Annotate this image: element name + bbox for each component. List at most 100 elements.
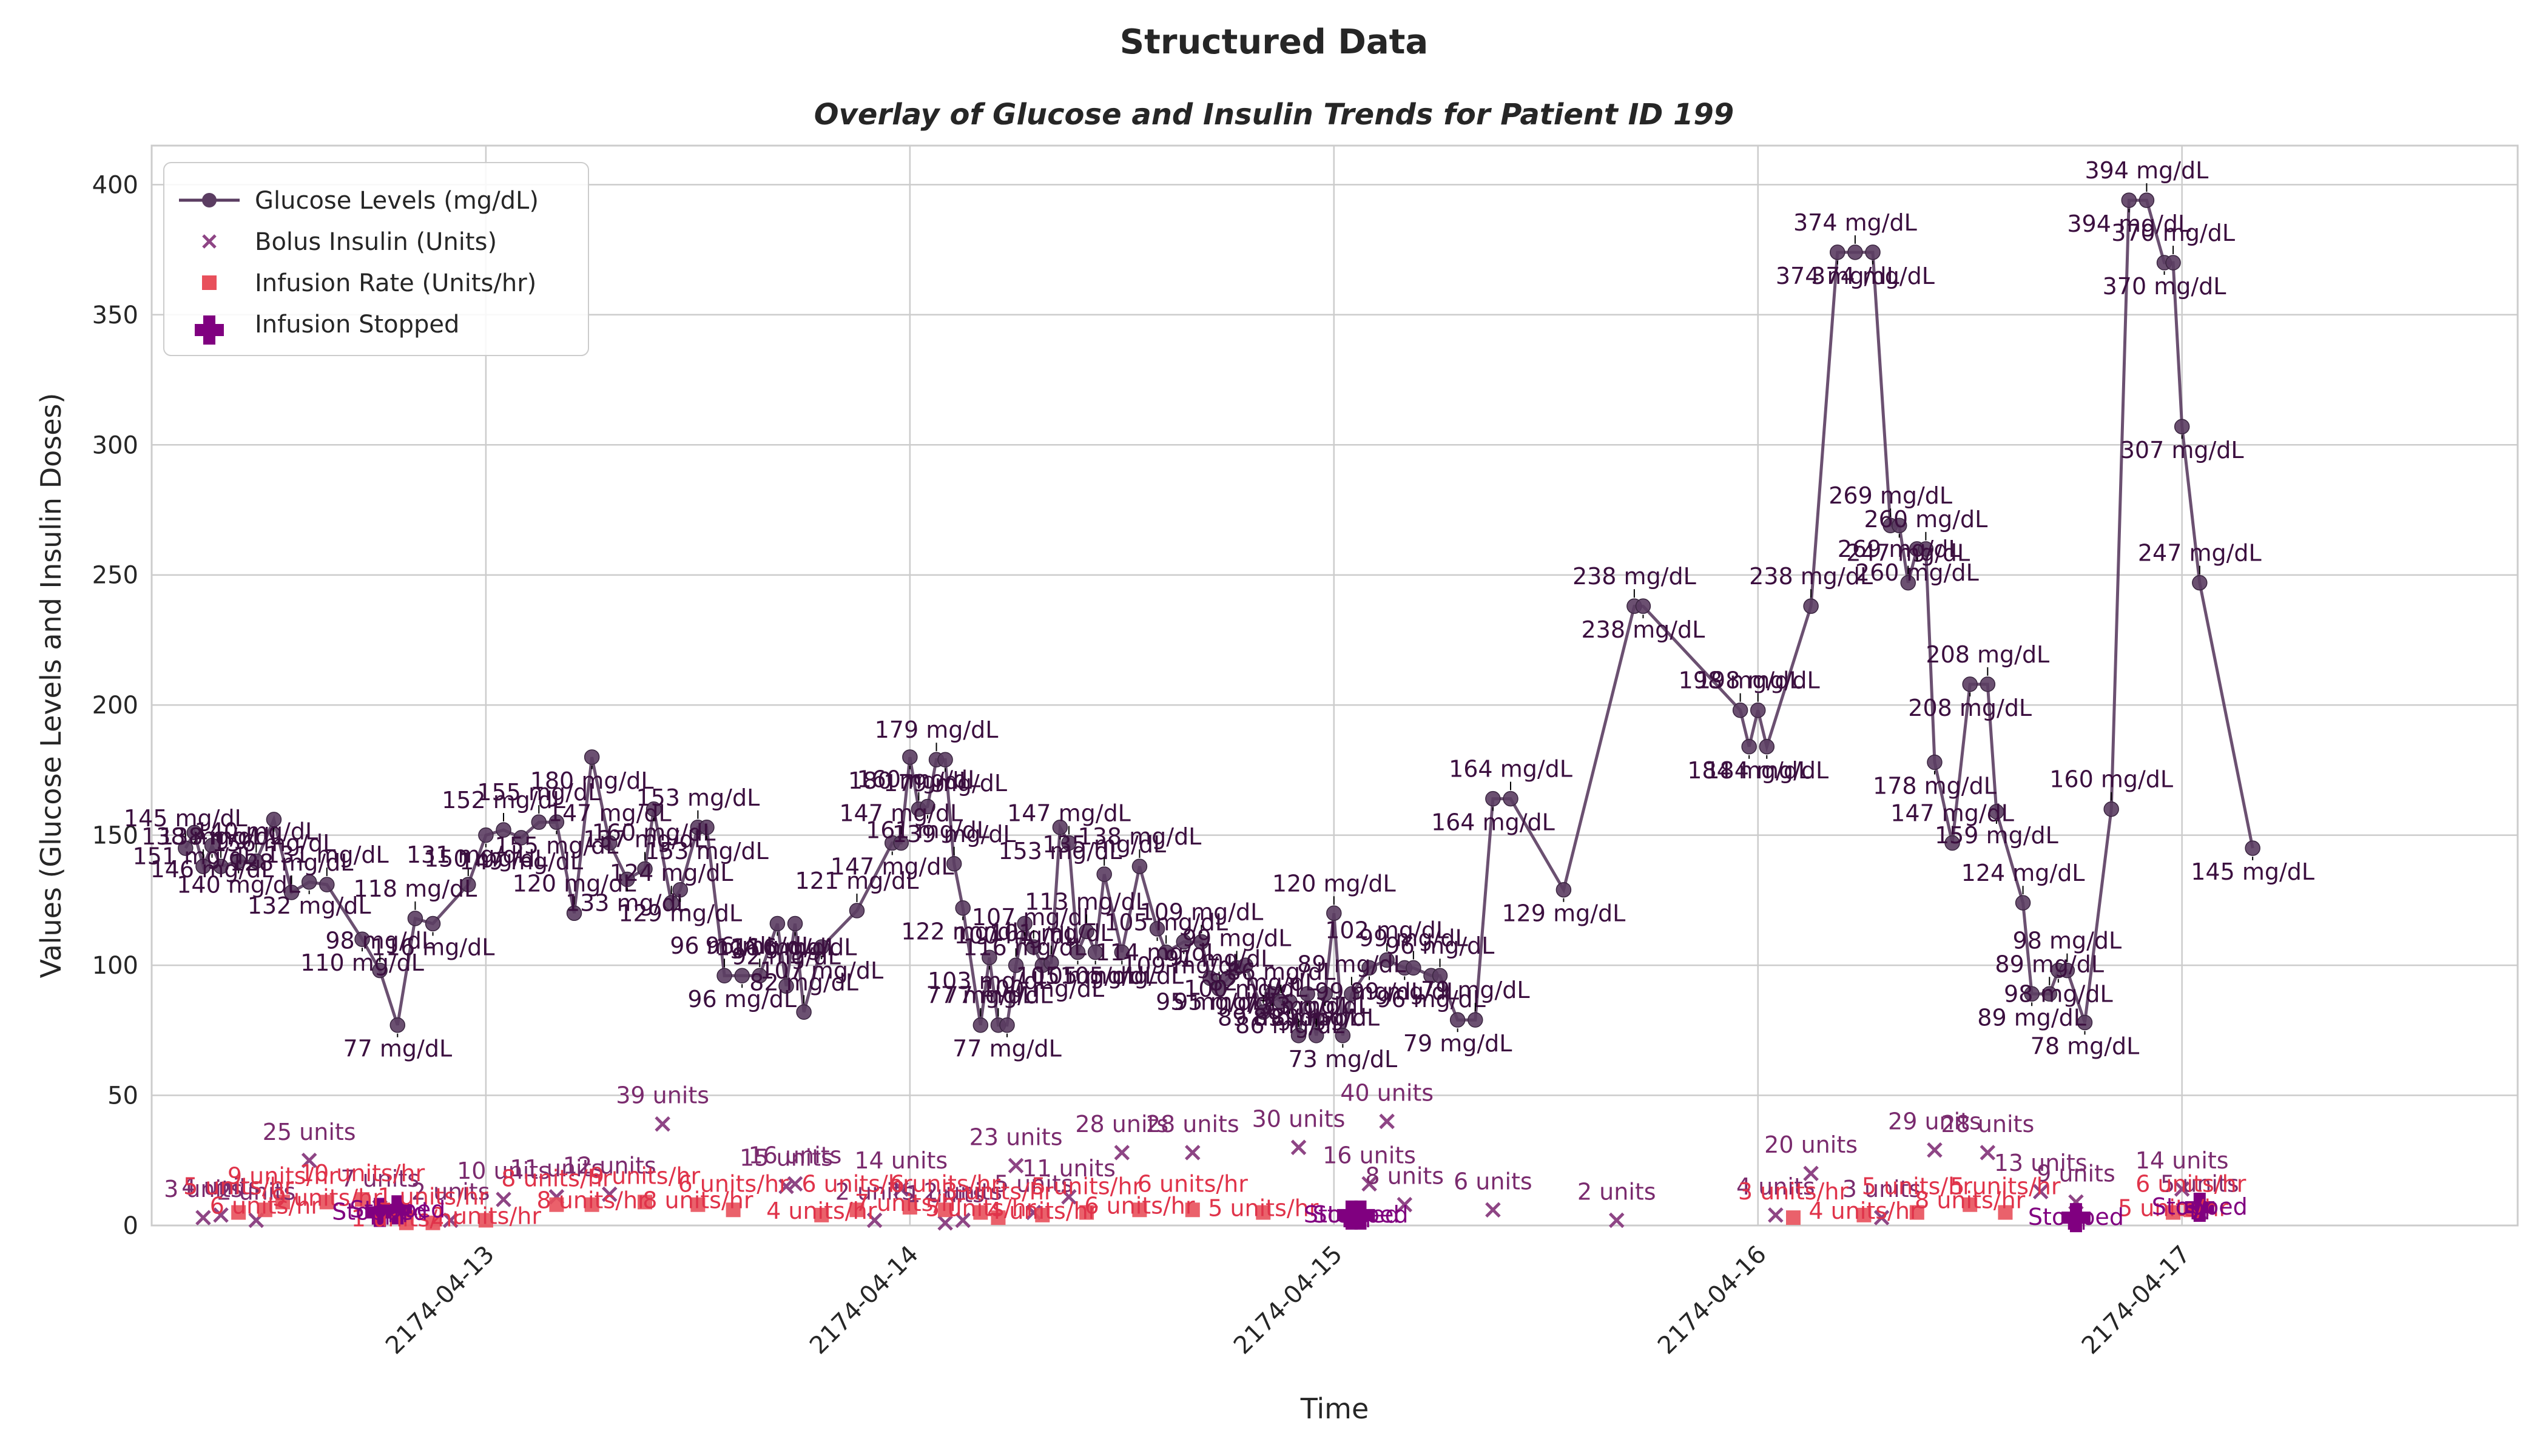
glucose-data-label: 394 mg/dL — [2085, 157, 2209, 184]
glucose-data-label: 91 mg/dL — [1165, 946, 1274, 972]
bolus-data-label: 16 units — [1323, 1142, 1416, 1168]
infusion-data-label: 5 units/hr — [2118, 1195, 2229, 1222]
glucose-data-label: 78 mg/dL — [2031, 1033, 2140, 1059]
infusion-data-label: 4 units/hr — [766, 1198, 877, 1224]
infusion-data-label: 1 units/hr — [351, 1205, 462, 1232]
bolus-data-label: 8 units — [1365, 1163, 1444, 1190]
glucose-point — [1017, 915, 1033, 932]
infusion-data-label: 7 units/hr — [855, 1190, 966, 1216]
glucose-point — [1847, 244, 1863, 260]
infusion-point — [1185, 1202, 1200, 1218]
infusion-point — [1256, 1205, 1271, 1220]
infusion-point — [257, 1202, 272, 1218]
infusion-point — [902, 1199, 917, 1215]
legend-box — [163, 162, 589, 356]
bolus-data-label: 13 units — [1994, 1150, 2088, 1176]
infusion-data-label: 5 units/hr — [1208, 1195, 1319, 1222]
stopped-data-label: Stopped — [2152, 1193, 2248, 1220]
glucose-data-label: 133 mg/dL — [565, 890, 689, 917]
glucose-point — [619, 871, 635, 888]
glucose-data-label: 138 mg/dL — [159, 823, 283, 850]
glucose-data-label: 208 mg/dL — [1908, 695, 2032, 721]
infusion-data-label: 4 units/hr — [987, 1198, 1098, 1224]
glucose-data-label: 116 mg/dL — [371, 934, 495, 960]
bolus-point — [301, 1153, 317, 1168]
glucose-data-label: 118 mg/dL — [353, 875, 477, 902]
glucose-data-label: 145 mg/dL — [124, 805, 248, 832]
glucose-data-label: 101 mg/dL — [989, 920, 1113, 946]
glucose-data-label: 374 mg/dL — [1776, 263, 1899, 289]
glucose-data-label: 116 mg/dL — [733, 934, 857, 960]
glucose-point — [796, 1004, 812, 1020]
bolus-point — [1008, 1158, 1024, 1174]
glucose-point — [496, 822, 511, 838]
glucose-data-label: 100 mg/dL — [1184, 976, 1307, 1002]
glucose-data-label: 109 mg/dL — [1122, 952, 1245, 979]
glucose-point — [1344, 986, 1360, 1002]
infusion-point — [1856, 1207, 1872, 1222]
glucose-point — [1449, 1012, 1466, 1028]
glucose-point — [1335, 1028, 1351, 1043]
bolus-point — [655, 1116, 670, 1132]
glucose-point — [186, 824, 203, 841]
glucose-point — [787, 915, 803, 932]
glucose-point — [1891, 517, 1907, 533]
glucose-data-label: 73 mg/dL — [1262, 993, 1371, 1019]
glucose-data-label: 149 mg/dL — [459, 848, 583, 875]
infusion-point — [1998, 1205, 2013, 1220]
glucose-point — [1202, 970, 1218, 986]
stopped-data-label: Stopped — [349, 1196, 445, 1222]
y-tick-label: 100 — [92, 952, 138, 980]
glucose-point — [248, 853, 265, 869]
glucose-data-label: 99 mg/dL — [1315, 978, 1424, 1005]
glucose-data-label: 107 mg/dL — [972, 904, 1096, 931]
glucose-data-label: 103 mg/dL — [928, 968, 1051, 994]
glucose-data-label: 77 mg/dL — [944, 982, 1053, 1009]
glucose-point — [972, 1017, 989, 1033]
bolus-data-label: 4 units — [181, 1173, 260, 1200]
glucose-data-label: 116 mg/dL — [963, 934, 1087, 960]
infusion-data-label: 10 units/hr — [300, 1160, 425, 1187]
infusion-data-label: 6 units/hr — [801, 1170, 912, 1197]
glucose-data-label: 153 mg/dL — [636, 784, 760, 811]
infusion-data-label: 6 units/hr — [210, 1192, 321, 1219]
infusion-data-label: 6 units/hr — [1138, 1170, 1249, 1197]
glucose-data-label: 147 mg/dL — [1890, 800, 2014, 826]
glucose-data-label: 89 mg/dL — [1253, 1004, 1362, 1031]
glucose-point — [1220, 970, 1236, 986]
glucose-point — [902, 749, 918, 765]
glucose-data-label: 139 mg/dL — [892, 821, 1016, 848]
bolus-data-label: 1 units — [906, 1181, 985, 1208]
glucose-data-label: 153 mg/dL — [645, 838, 769, 864]
infusion-data-label: 8 units/hr — [642, 1187, 753, 1214]
glucose-point — [672, 881, 689, 898]
glucose-data-label: 132 mg/dL — [248, 892, 371, 919]
glucose-point — [1750, 702, 1766, 718]
glucose-point — [372, 962, 388, 979]
glucose-data-label: 260 mg/dL — [1855, 559, 1979, 586]
glucose-point — [1989, 804, 2004, 820]
glucose-point — [1052, 820, 1068, 835]
glucose-data-label: 114 mg/dL — [1096, 939, 1219, 966]
glucose-point — [1317, 986, 1333, 1002]
glucose-data-label: 140 mg/dL — [194, 818, 318, 845]
glucose-data-label: 113 mg/dL — [1025, 888, 1148, 915]
bolus-point — [1397, 1196, 1413, 1213]
glucose-point — [231, 853, 246, 869]
glucose-data-label: 156 mg/dL — [212, 830, 336, 857]
glucose-data-label: 124 mg/dL — [1961, 860, 2085, 886]
bolus-data-label: 2 units — [411, 1178, 490, 1205]
bolus-point — [442, 1212, 459, 1228]
glucose-point — [213, 858, 229, 874]
glucose-data-label: 131 mg/dL — [406, 841, 530, 868]
glucose-point — [1176, 934, 1191, 950]
bolus-data-label: 2 units — [1577, 1178, 1656, 1205]
glucose-point — [354, 931, 370, 947]
glucose-data-label: 124 mg/dL — [610, 860, 733, 886]
glucose-point — [1962, 676, 1978, 692]
glucose-data-label: 95 mg/dL — [1173, 989, 1282, 1016]
bolus-point — [787, 1176, 803, 1192]
infusion-data-label: 5 units/hr — [183, 1173, 294, 1200]
infusion-point — [1785, 1210, 1801, 1225]
